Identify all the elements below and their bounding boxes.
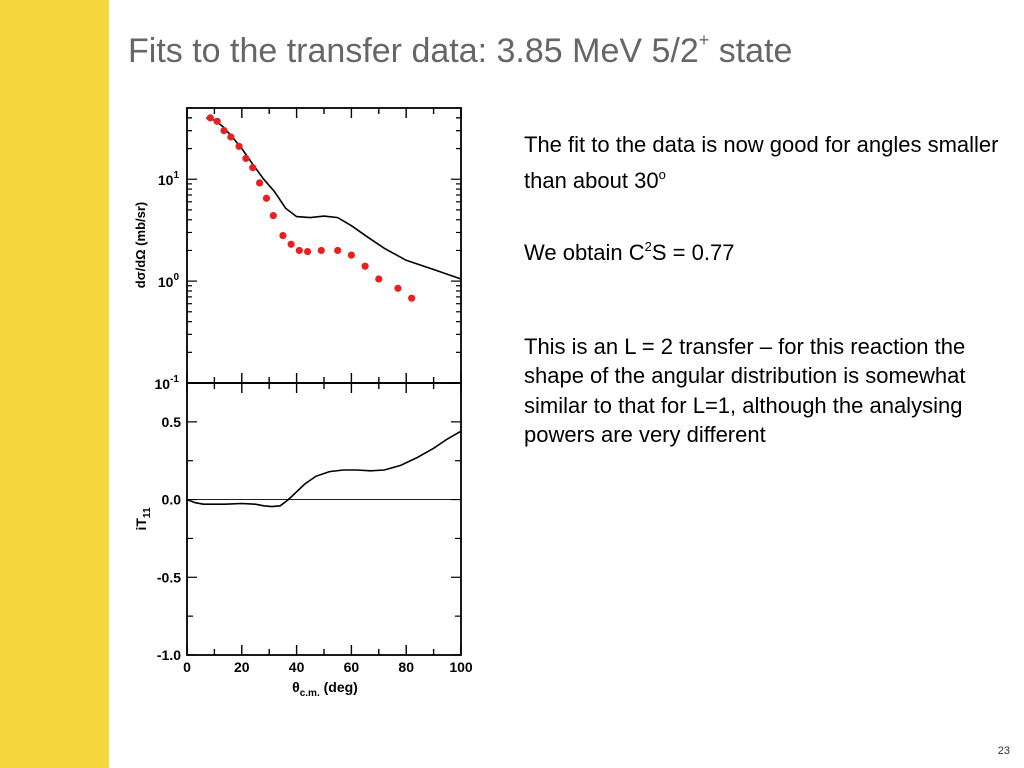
deg-unit: (deg) bbox=[320, 679, 358, 695]
body-text: The fit to the data is now good for angl… bbox=[524, 130, 1014, 450]
x-tick-labels: 0 20 40 60 80 100 bbox=[183, 659, 473, 675]
p1-text: The fit to the data is now good for angl… bbox=[524, 132, 999, 193]
tick-base: 10 bbox=[158, 274, 174, 290]
bottom-y-tick-label: 0.0 bbox=[162, 492, 182, 508]
data-point bbox=[334, 246, 342, 255]
data-point bbox=[347, 251, 355, 259]
title-suffix: state bbox=[709, 32, 793, 70]
p2-prefix: We obtain C bbox=[524, 240, 645, 265]
accent-sidebar bbox=[0, 0, 109, 768]
fit-curve bbox=[205, 117, 462, 280]
data-point bbox=[287, 240, 295, 248]
p1-superscript: o bbox=[658, 166, 666, 182]
data-point bbox=[394, 284, 402, 292]
data-point bbox=[408, 294, 416, 302]
data-point bbox=[213, 117, 221, 125]
paragraph-1: The fit to the data is now good for angl… bbox=[524, 130, 1014, 195]
title-text: Fits to the transfer data: 3.85 MeV 5/2 bbox=[128, 32, 699, 70]
cm-subscript: c.m. bbox=[300, 688, 320, 699]
x-axis-label: θc.m. (deg) bbox=[292, 679, 358, 699]
spacer bbox=[524, 195, 1014, 232]
bottom-ticks bbox=[186, 382, 462, 656]
data-point bbox=[249, 164, 257, 172]
paragraph-3: This is an L = 2 transfer – for this rea… bbox=[524, 333, 966, 448]
tick-exponent: -1 bbox=[170, 374, 179, 385]
data-points bbox=[206, 114, 416, 302]
iT-subscript: 11 bbox=[142, 507, 153, 518]
x-tick-label: 60 bbox=[344, 659, 360, 675]
analysing-power-curve bbox=[186, 430, 462, 508]
data-point bbox=[220, 127, 228, 135]
data-point bbox=[317, 246, 325, 255]
theta-label: θ bbox=[292, 679, 300, 695]
bottom-y-tick-labels: 0.5 0.0 -0.5 -1.0 bbox=[157, 414, 181, 663]
data-point bbox=[269, 211, 277, 220]
spacer bbox=[524, 268, 1014, 332]
data-point bbox=[242, 154, 250, 163]
data-point bbox=[295, 246, 303, 255]
bottom-y-tick-label: -1.0 bbox=[157, 647, 181, 663]
page-number: 23 bbox=[997, 745, 1010, 757]
x-tick-label: 100 bbox=[449, 659, 473, 675]
slide-title: Fits to the transfer data: 3.85 MeV 5/2+… bbox=[128, 30, 792, 71]
data-point bbox=[303, 247, 312, 256]
p2-suffix: S = 0.77 bbox=[651, 240, 735, 265]
iT-label: iT bbox=[133, 518, 149, 531]
tick-exponent: 1 bbox=[173, 170, 179, 181]
bottom-y-tick-label: 0.5 bbox=[162, 414, 182, 430]
top-ticks bbox=[186, 107, 462, 384]
top-frame bbox=[186, 107, 462, 384]
data-point bbox=[227, 133, 235, 141]
tick-exponent: 0 bbox=[173, 272, 179, 283]
top-y-tick-label: 100 bbox=[158, 272, 180, 290]
data-point bbox=[235, 142, 243, 150]
data-point bbox=[206, 114, 214, 122]
data-point bbox=[375, 275, 383, 283]
x-tick-label: 20 bbox=[234, 659, 250, 675]
top-y-tick-label: 10-1 bbox=[155, 374, 180, 392]
analysing-power-panel: 0.5 0.0 -0.5 -1.0 0 20 40 60 80 100 iT11 θc.m. (… bbox=[133, 382, 473, 699]
figure: 101 100 10-1 dσ/dΩ (mb/sr) 0.5 0.0 -0.5 -1.0 … bbox=[120, 95, 490, 705]
title-superscript: + bbox=[698, 30, 710, 50]
x-tick-label: 0 bbox=[183, 659, 191, 675]
tick-base: 10 bbox=[155, 376, 171, 392]
bottom-y-axis-label: iT11 bbox=[133, 507, 153, 530]
bottom-y-tick-label: -0.5 bbox=[157, 569, 181, 585]
x-tick-label: 80 bbox=[398, 659, 414, 675]
data-point bbox=[361, 262, 369, 270]
tick-base: 10 bbox=[158, 172, 174, 188]
top-y-axis-label: dσ/dΩ (mb/sr) bbox=[133, 202, 148, 288]
top-y-tick-label: 101 bbox=[158, 170, 180, 188]
p2-superscript: 2 bbox=[644, 239, 652, 254]
paragraph-2: We obtain C2S = 0.77 bbox=[524, 232, 1014, 268]
bottom-frame bbox=[186, 382, 462, 656]
data-point bbox=[279, 231, 287, 240]
x-tick-label: 40 bbox=[289, 659, 305, 675]
data-point bbox=[256, 179, 264, 187]
data-point bbox=[262, 194, 271, 202]
